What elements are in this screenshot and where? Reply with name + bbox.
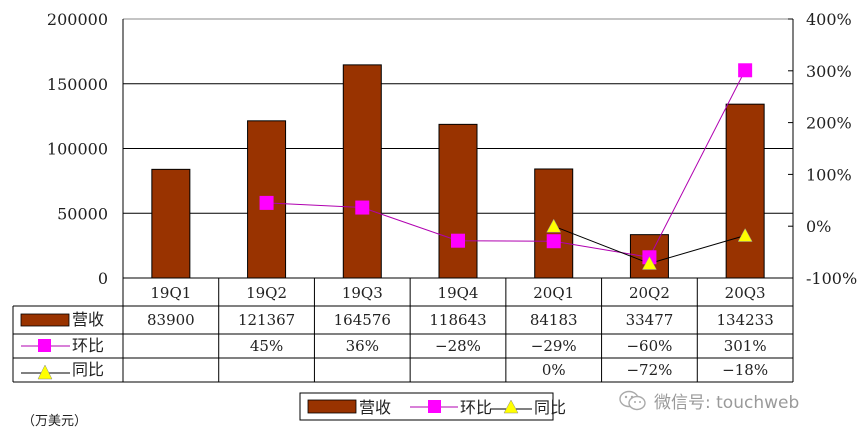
plot-frame: [122, 19, 794, 278]
table-cell: 36%: [346, 337, 379, 355]
data-table: 19Q1 19Q2 19Q3 19Q4 20Q1 20Q2 20Q3 83900 121367 1…: [12, 277, 794, 383]
right-axis: 400% 300% 200% 100% 0% -100%: [788, 10, 857, 288]
square-marker: [738, 63, 753, 78]
row-label: 营收: [72, 310, 104, 329]
right-tick-label: 400%: [806, 10, 852, 29]
category-label: 19Q1: [150, 284, 191, 302]
right-tick-label: -100%: [806, 269, 857, 288]
triangle-marker: [546, 218, 562, 233]
table-cell: −60%: [626, 337, 672, 355]
left-tick-label: 100000: [47, 140, 108, 159]
square-marker: [451, 233, 465, 248]
category-label: 20Q3: [725, 284, 766, 302]
table-cell: −29%: [531, 337, 577, 355]
table-cell: −28%: [435, 337, 481, 355]
table-cell: −18%: [722, 361, 768, 379]
row-label: 同比: [72, 360, 104, 379]
right-tick-label: 0%: [806, 217, 831, 236]
legend-label: 同比: [534, 398, 566, 417]
table-cell: 121367: [238, 311, 295, 329]
category-label: 20Q1: [533, 284, 574, 302]
table-cell: 164576: [334, 311, 391, 329]
square-marker: [259, 195, 274, 210]
watermark-text: 微信号: touchweb: [654, 393, 800, 413]
left-tick-label: 150000: [47, 75, 108, 94]
category-label: 19Q4: [438, 284, 479, 302]
bar-19Q3: [342, 64, 382, 279]
table-cell: 33477: [626, 311, 674, 329]
table-cell: 0%: [542, 361, 566, 379]
table-cell: 134233: [717, 311, 774, 329]
square-marker: [546, 234, 561, 249]
table-cell: 301%: [724, 337, 767, 355]
table-cell: 118643: [429, 311, 486, 329]
left-tick-label: 50000: [57, 204, 108, 223]
right-tick-label: 300%: [806, 62, 852, 81]
bar-20Q3: [725, 103, 765, 279]
right-tick-label: 200%: [806, 114, 852, 133]
left-axis: 200000 150000 100000 50000 0: [47, 10, 108, 288]
bar-19Q1: [151, 168, 191, 279]
category-label: 20Q2: [629, 284, 670, 302]
watermark: 微信号: touchweb: [618, 388, 799, 413]
triangle-marker: [642, 255, 657, 270]
triangle-marker: [737, 227, 753, 242]
left-tick-label: 200000: [47, 10, 108, 29]
square-marker: [355, 200, 370, 215]
wechat-icon: [618, 389, 648, 413]
legend: 营收 环比 同比: [299, 392, 566, 421]
legend-label: 营收: [359, 398, 391, 417]
table-cell: −72%: [626, 361, 672, 379]
table-cell: 45%: [250, 337, 283, 355]
legend-label: 环比: [460, 398, 492, 417]
category-label: 19Q2: [246, 284, 287, 302]
right-tick-label: 100%: [806, 165, 852, 184]
line-环比: [266, 70, 746, 258]
left-tick-label: 0: [98, 269, 108, 288]
table-cell: 83900: [147, 311, 195, 329]
row-label: 环比: [72, 336, 104, 355]
growth-lines: [259, 63, 753, 270]
unit-label: （万美元）: [22, 414, 88, 429]
table-cell: 84183: [530, 311, 578, 329]
category-label: 19Q3: [342, 284, 383, 302]
bar-19Q4: [438, 123, 478, 279]
